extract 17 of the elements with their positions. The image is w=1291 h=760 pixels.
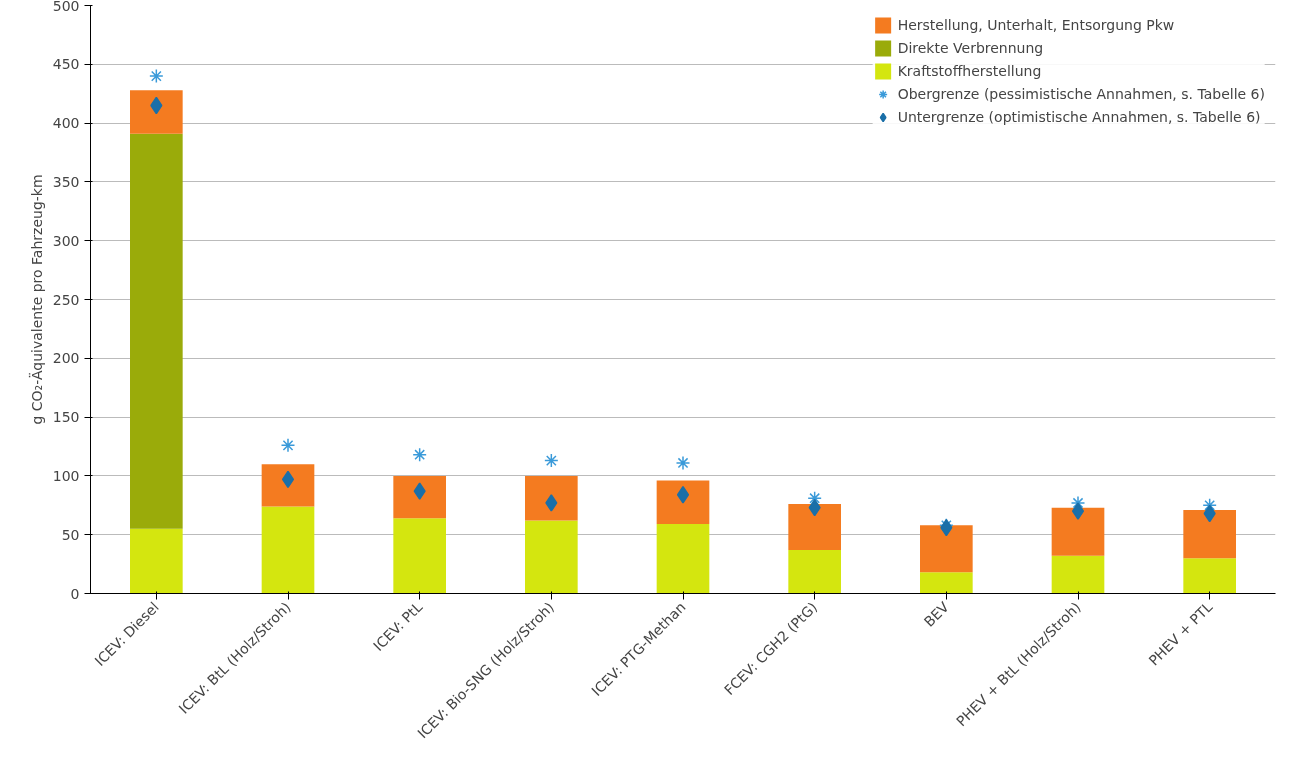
- y-tick-label: 150: [52, 409, 80, 426]
- legend-label: Direkte Verbrennung: [897, 40, 1044, 56]
- y-tick-label: 500: [52, 0, 80, 14]
- y-tick-label: 250: [52, 291, 80, 308]
- legend-label: Herstellung, Unterhalt, Entsorgung Pkw: [897, 17, 1175, 33]
- legend-label: Untergrenze (optimistische Annahmen, s. Tabelle 6): [897, 109, 1261, 125]
- y-axis-title: g CO₂-Äquivalente pro Fahrzeug-km: [27, 174, 45, 425]
- legend-label: Obergrenze (pessimistische Annahmen, s. Tabelle 6): [897, 86, 1265, 102]
- y-tick-label: 350: [52, 173, 80, 190]
- y-tick-label: 100: [52, 467, 80, 484]
- legend-label: Kraftstoffherstellung: [897, 63, 1042, 79]
- y-tick-label: 450: [52, 56, 80, 73]
- y-tick-label: 50: [61, 526, 80, 543]
- y-tick-label: 400: [52, 115, 80, 132]
- y-tick-label: 300: [52, 232, 80, 249]
- y-tick-label: 0: [70, 585, 80, 602]
- y-tick-label: 200: [52, 350, 80, 367]
